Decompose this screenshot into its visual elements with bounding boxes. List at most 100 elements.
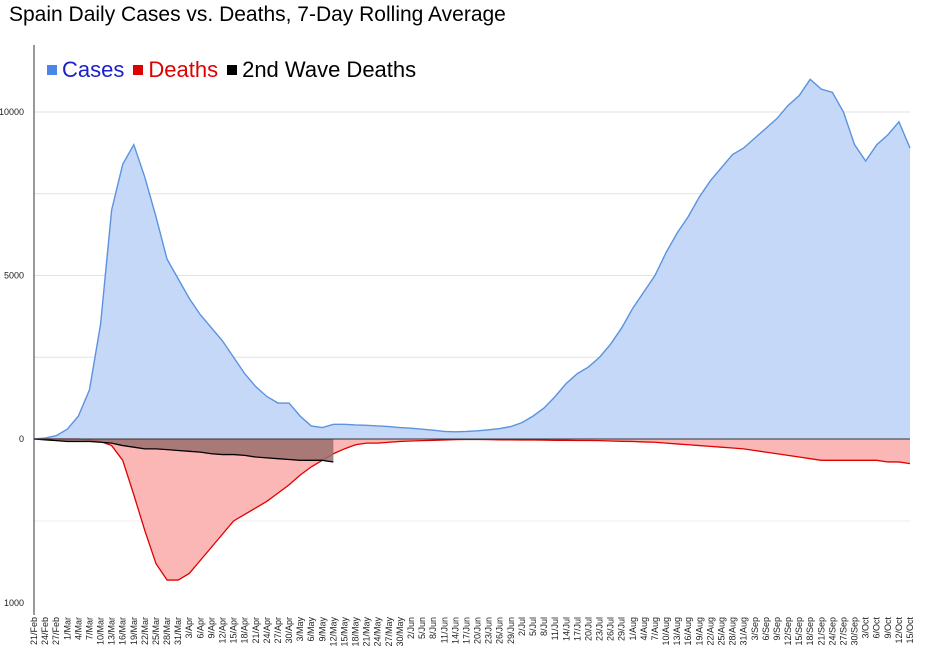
series-areas bbox=[33, 78, 911, 581]
x-tick-label: 5/Jun bbox=[417, 617, 427, 639]
x-tick-label: 13/Aug bbox=[672, 617, 682, 646]
x-tick-label: 11/Jun bbox=[439, 617, 449, 643]
x-tick-label: 24/May bbox=[373, 617, 383, 647]
x-tick-label: 20/Jul bbox=[583, 617, 593, 641]
x-tick-label: 14/Jun bbox=[450, 617, 460, 644]
y-tick-labels: 10000 5000 0 1000 bbox=[0, 107, 24, 608]
x-tick-label: 16/Mar bbox=[118, 617, 128, 645]
x-tick-label: 9/Sep bbox=[772, 617, 782, 641]
x-tick-label: 29/Jul bbox=[617, 617, 627, 641]
x-tick-label: 4/Aug bbox=[639, 617, 649, 641]
x-tick-label: 11/Jul bbox=[550, 617, 560, 640]
x-tick-label: 29/Jun bbox=[506, 617, 516, 644]
legend-item-cases: Cases bbox=[47, 57, 124, 83]
x-tick-label: 1/Aug bbox=[628, 617, 638, 641]
x-tick-label: 15/Sep bbox=[794, 617, 804, 646]
series-line-cases bbox=[33, 78, 911, 440]
y-tick-label: 1000 bbox=[4, 598, 24, 608]
legend-swatch-deaths bbox=[133, 65, 144, 75]
legend-swatch-cases bbox=[47, 65, 57, 75]
x-tick-label: 3/May bbox=[295, 617, 305, 642]
x-tick-label: 8/Jul bbox=[539, 617, 549, 636]
series-area-deaths bbox=[34, 439, 910, 581]
x-tick-label: 18/Sep bbox=[805, 617, 815, 646]
x-tick-label: 24/Feb bbox=[40, 617, 50, 645]
x-tick-label: 9/Apr bbox=[206, 617, 216, 639]
x-tick-label: 18/May bbox=[351, 617, 361, 647]
x-tick-label: 6/Oct bbox=[872, 617, 882, 639]
x-tick-label: 12/Oct bbox=[894, 617, 904, 644]
x-tick-label: 9/Oct bbox=[883, 617, 893, 639]
x-tick-label: 28/Aug bbox=[728, 617, 738, 646]
x-tick-label: 10/Aug bbox=[661, 617, 671, 646]
x-tick-label: 3/Apr bbox=[184, 617, 194, 639]
x-tick-label: 28/Mar bbox=[162, 617, 172, 645]
x-tick-label: 15/Oct bbox=[905, 617, 915, 644]
x-tick-label: 31/Aug bbox=[739, 617, 749, 646]
x-tick-label: 18/Apr bbox=[240, 617, 250, 644]
x-tick-label: 2/Jul bbox=[517, 617, 527, 636]
y-tick-label: 5000 bbox=[4, 271, 24, 281]
x-tick-label: 23/Jul bbox=[595, 617, 605, 641]
x-tick-label: 15/Apr bbox=[229, 617, 239, 644]
x-tick-label: 19/Mar bbox=[129, 617, 139, 645]
x-tick-label: 9/May bbox=[317, 617, 327, 642]
legend-swatch-2nd-wave-deaths bbox=[227, 65, 238, 75]
legend: Cases Deaths 2nd Wave Deaths bbox=[47, 57, 425, 83]
x-tick-label: 2/Jun bbox=[406, 617, 416, 639]
x-tick-label: 3/Sep bbox=[750, 617, 760, 641]
x-tick-label: 27/Apr bbox=[273, 617, 283, 644]
x-tick-label: 22/Aug bbox=[705, 617, 715, 646]
x-tick-label: 24/Sep bbox=[827, 617, 837, 646]
x-tick-label: 14/Jul bbox=[561, 617, 571, 641]
x-tick-label: 13/Mar bbox=[107, 617, 117, 645]
x-tick-label: 16/Aug bbox=[683, 617, 693, 646]
legend-label-cases: Cases bbox=[62, 57, 125, 82]
x-tick-label: 21/Feb bbox=[29, 617, 39, 645]
legend-item-deaths: Deaths bbox=[133, 57, 218, 83]
x-tick-label: 27/Feb bbox=[51, 617, 61, 645]
x-tick-label: 27/Sep bbox=[838, 617, 848, 646]
x-tick-label: 19/Aug bbox=[694, 617, 704, 646]
x-tick-label: 25/Aug bbox=[716, 617, 726, 646]
x-tick-label: 31/Mar bbox=[173, 617, 183, 645]
legend-label-deaths: Deaths bbox=[148, 57, 219, 82]
x-tick-label: 21/May bbox=[362, 617, 372, 647]
x-tick-label: 1/Mar bbox=[62, 617, 72, 640]
x-tick-label: 15/May bbox=[339, 617, 349, 647]
series-area-cases bbox=[34, 79, 910, 440]
x-tick-label: 7/Mar bbox=[84, 617, 94, 640]
x-tick-label: 12/May bbox=[328, 617, 338, 647]
series-line-2nd-wave-deaths bbox=[33, 438, 334, 463]
x-tick-label: 12/Apr bbox=[218, 617, 228, 644]
x-tick-label: 6/Sep bbox=[761, 617, 771, 641]
x-tick-label: 17/Jul bbox=[572, 617, 582, 641]
x-tick-label: 17/Jun bbox=[461, 617, 471, 644]
x-tick-label: 25/Mar bbox=[151, 617, 161, 645]
x-tick-label: 30/Sep bbox=[850, 617, 860, 646]
x-tick-label: 21/Apr bbox=[251, 617, 261, 644]
x-tick-label: 27/May bbox=[384, 617, 394, 647]
x-tick-label: 30/May bbox=[395, 617, 405, 647]
y-tick-label: 0 bbox=[19, 434, 24, 444]
x-tick-label: 5/Jul bbox=[528, 617, 538, 636]
x-tick-label: 20/Jun bbox=[473, 617, 483, 644]
x-tick-label: 26/Jul bbox=[606, 617, 616, 641]
x-tick-label: 21/Sep bbox=[816, 617, 826, 646]
chart-title: Spain Daily Cases vs. Deaths, 7-Day Roll… bbox=[9, 3, 506, 26]
x-tick-label: 6/May bbox=[306, 617, 316, 642]
x-tick-label: 10/Mar bbox=[96, 617, 106, 645]
y-tick-label: 10000 bbox=[0, 107, 24, 117]
x-tick-label: 22/Mar bbox=[140, 617, 150, 645]
x-tick-label: 8/Jun bbox=[428, 617, 438, 639]
axes bbox=[33, 45, 910, 615]
x-tick-label: 24/Apr bbox=[262, 617, 272, 644]
x-tick-label: 6/Apr bbox=[195, 617, 205, 639]
x-tick-label: 4/Mar bbox=[73, 617, 83, 640]
x-tick-label: 26/Jun bbox=[495, 617, 505, 644]
x-tick-label: 30/Apr bbox=[284, 617, 294, 644]
x-tick-label: 3/Oct bbox=[861, 617, 871, 639]
legend-label-2nd-wave-deaths: 2nd Wave Deaths bbox=[242, 57, 417, 82]
x-tick-label: 7/Aug bbox=[650, 617, 660, 641]
